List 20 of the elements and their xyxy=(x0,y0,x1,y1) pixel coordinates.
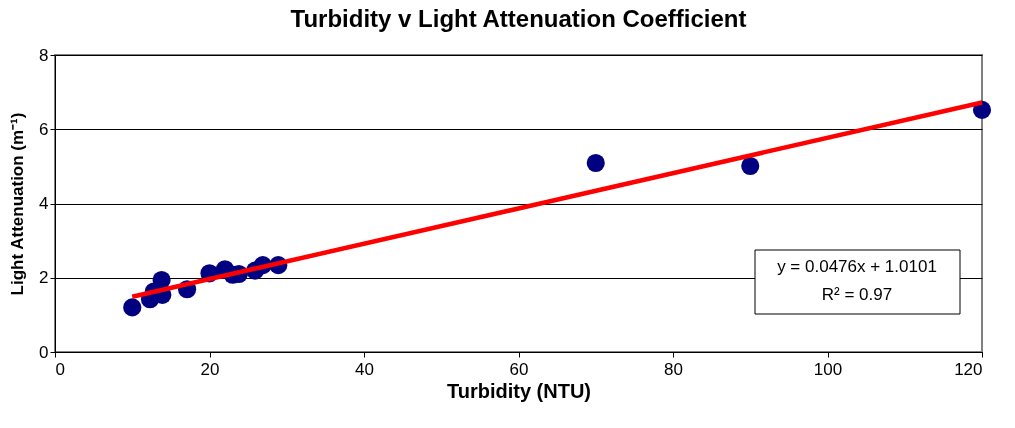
point xyxy=(741,156,760,176)
x-tick-label: 100 xyxy=(813,359,843,379)
point xyxy=(123,298,142,317)
chart-title: Turbidity v Light Attenuation Coefficient xyxy=(290,5,747,32)
annotation: R² = 0.97 xyxy=(821,285,893,304)
x-tick-label: 0 xyxy=(55,359,65,379)
x-tick-label: 60 xyxy=(509,359,529,379)
y-tick-label: 2 xyxy=(39,268,49,288)
x-axis-title: Turbidity (NTU) xyxy=(446,379,592,402)
y-axis-title: Light Attenuation (m⁻¹) xyxy=(8,112,28,296)
y-tick-label: 6 xyxy=(39,119,49,139)
y-tick-label: 4 xyxy=(39,194,49,213)
point xyxy=(586,153,605,173)
annotation: y = 0.0476x + 1.0101 xyxy=(777,257,937,276)
x-tick-label: 80 xyxy=(664,359,683,379)
x-tick-label: 20 xyxy=(200,359,220,379)
x-tick-label: 120 xyxy=(954,359,983,379)
y-tick-label: 8 xyxy=(39,45,49,65)
y-tick-label: 0 xyxy=(39,342,49,362)
x-tick-label: 40 xyxy=(355,359,374,379)
